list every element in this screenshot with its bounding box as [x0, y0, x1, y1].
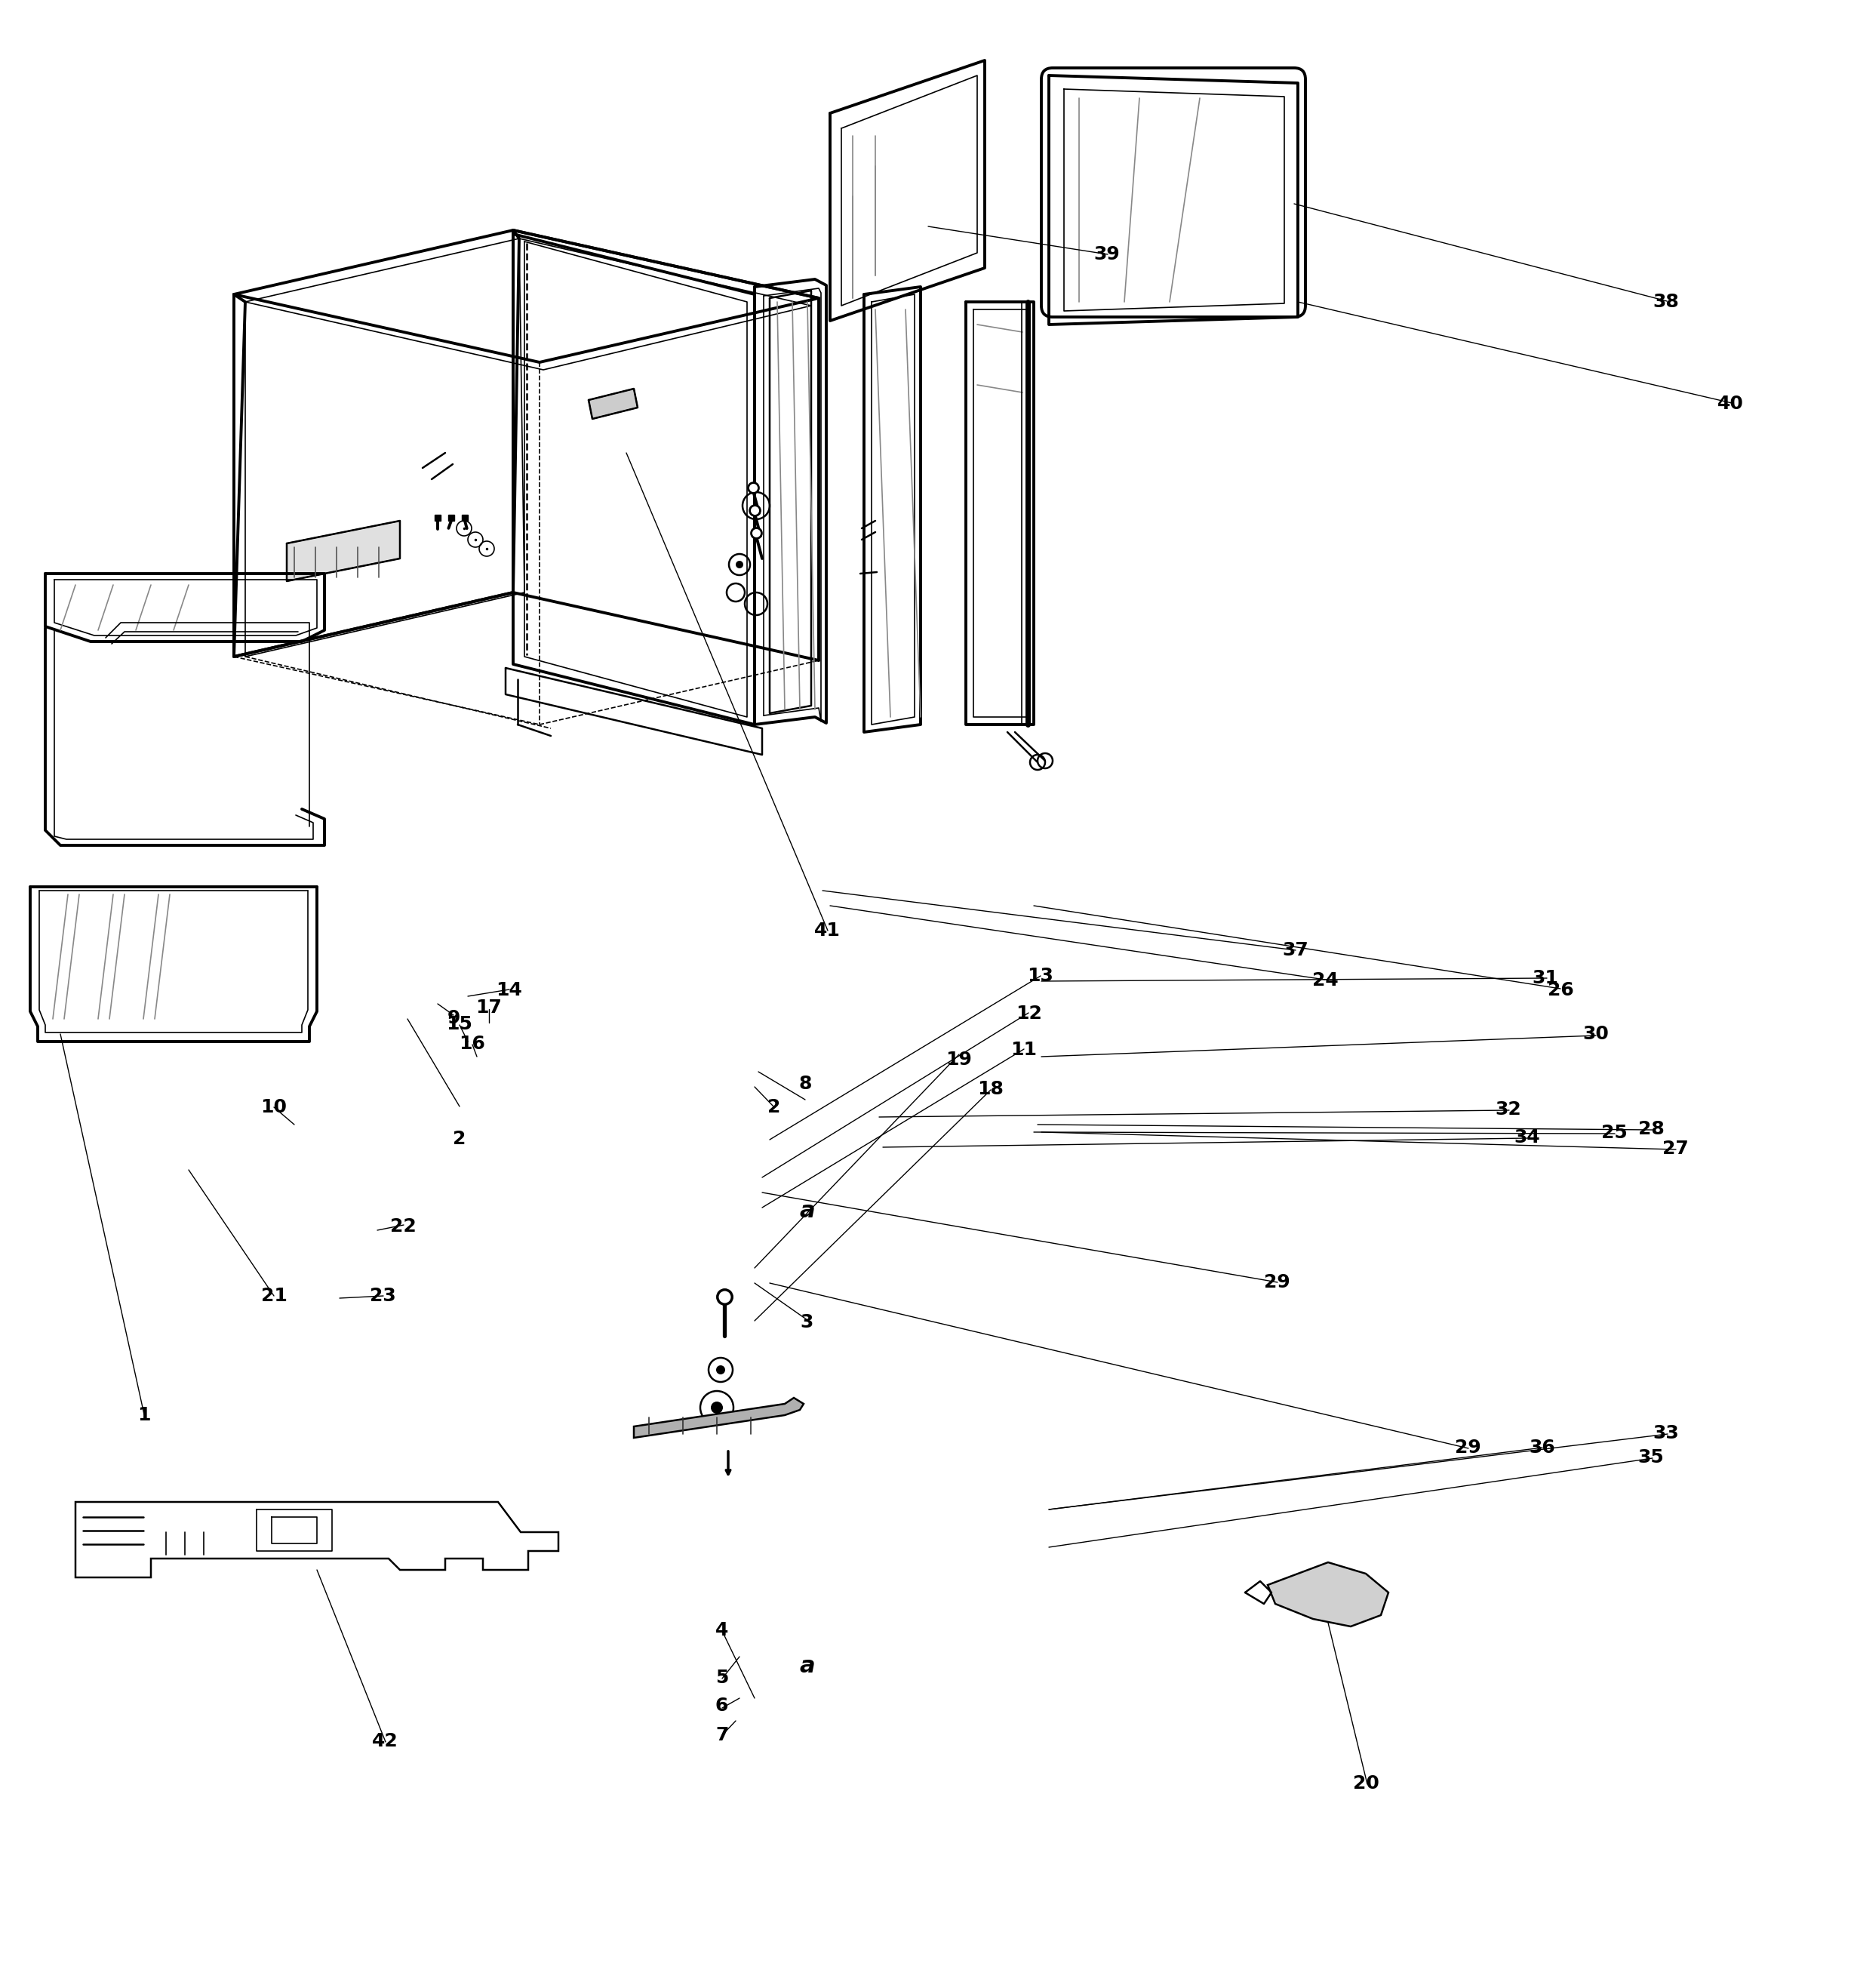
Text: 12: 12 [1016, 1004, 1042, 1024]
Text: 34: 34 [1514, 1127, 1540, 1147]
Text: a: a [800, 1654, 814, 1678]
Circle shape [735, 561, 744, 569]
Text: 41: 41 [814, 920, 840, 940]
Text: 2: 2 [452, 1129, 466, 1149]
Text: 26: 26 [1547, 980, 1573, 1000]
Text: 29: 29 [1264, 1272, 1290, 1292]
Text: 39: 39 [1094, 245, 1120, 264]
Text: 4: 4 [714, 1620, 729, 1640]
Text: 35: 35 [1638, 1447, 1664, 1467]
Text: 31: 31 [1533, 968, 1559, 988]
Polygon shape [633, 1398, 803, 1437]
Text: 33: 33 [1653, 1423, 1679, 1443]
Text: 15: 15 [446, 1014, 472, 1034]
Text: 17: 17 [476, 998, 502, 1018]
Text: 28: 28 [1638, 1119, 1664, 1139]
Text: 29: 29 [1455, 1437, 1481, 1457]
Text: 36: 36 [1529, 1437, 1555, 1457]
Text: 20: 20 [1353, 1773, 1379, 1793]
Text: 6: 6 [714, 1696, 729, 1716]
Text: 23: 23 [370, 1286, 396, 1306]
Text: 18: 18 [977, 1079, 1003, 1099]
Text: 19: 19 [946, 1050, 972, 1070]
Text: 11: 11 [1011, 1040, 1037, 1060]
Circle shape [711, 1402, 724, 1413]
Text: 16: 16 [459, 1034, 485, 1054]
Text: 5: 5 [714, 1668, 729, 1688]
Text: 8: 8 [798, 1074, 813, 1093]
Text: 42: 42 [372, 1732, 398, 1751]
Text: 2: 2 [766, 1097, 781, 1117]
Text: 37: 37 [1283, 940, 1309, 960]
Text: 24: 24 [1312, 970, 1338, 990]
Text: 13: 13 [1027, 966, 1053, 986]
Text: 38: 38 [1653, 292, 1679, 312]
Text: 7: 7 [714, 1726, 729, 1745]
Text: a: a [800, 1199, 814, 1223]
Text: 30: 30 [1583, 1024, 1609, 1044]
Text: 22: 22 [391, 1217, 416, 1237]
Text: 40: 40 [1718, 394, 1744, 414]
Text: 21: 21 [261, 1286, 287, 1306]
Text: 1: 1 [137, 1406, 152, 1425]
Text: 3: 3 [800, 1312, 814, 1332]
Polygon shape [589, 390, 637, 419]
Text: 14: 14 [496, 980, 522, 1000]
Text: 9: 9 [446, 1008, 461, 1028]
Polygon shape [287, 521, 400, 580]
Text: 27: 27 [1662, 1139, 1688, 1159]
Text: 25: 25 [1601, 1123, 1627, 1143]
Text: 10: 10 [261, 1097, 287, 1117]
Polygon shape [1268, 1563, 1388, 1626]
Circle shape [716, 1366, 726, 1374]
Text: 32: 32 [1496, 1099, 1522, 1119]
